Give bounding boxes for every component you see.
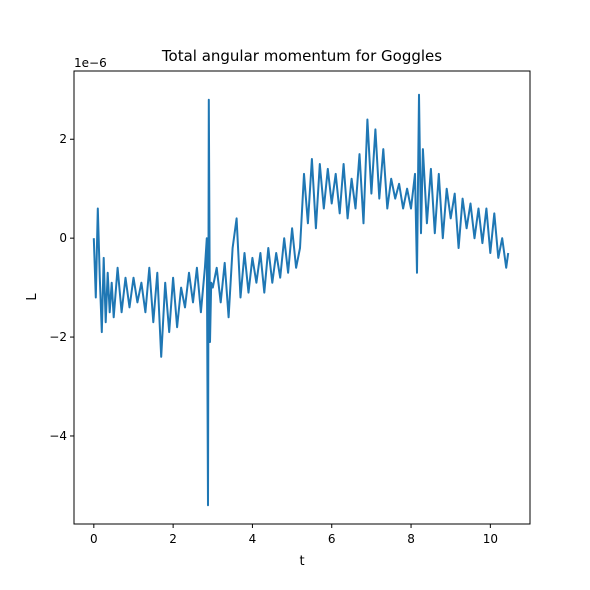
chart-title: Total angular momentum for Goggles xyxy=(161,47,442,65)
x-tick-label: 0 xyxy=(90,532,98,546)
y-offset-text: 1e−6 xyxy=(74,56,107,70)
y-tick-label: −4 xyxy=(49,429,67,443)
y-tick-label: 0 xyxy=(59,231,67,245)
x-tick-label: 4 xyxy=(249,532,257,546)
x-tick-label: 6 xyxy=(328,532,336,546)
y-tick-label: 2 xyxy=(59,132,67,146)
y-axis-label: L xyxy=(25,293,40,301)
series-line-0 xyxy=(92,93,510,507)
axes-frame xyxy=(73,70,531,525)
x-tick-label: 2 xyxy=(169,532,177,546)
x-tick-label: 8 xyxy=(407,532,415,546)
y-tick-label: −2 xyxy=(49,330,67,344)
series-layer xyxy=(92,93,510,507)
x-tick-label: 10 xyxy=(483,532,498,546)
x-axis-label: t xyxy=(299,554,304,569)
tick-layer: 0 2 4 6 8 10 2 0 −2 −4 xyxy=(49,132,498,546)
